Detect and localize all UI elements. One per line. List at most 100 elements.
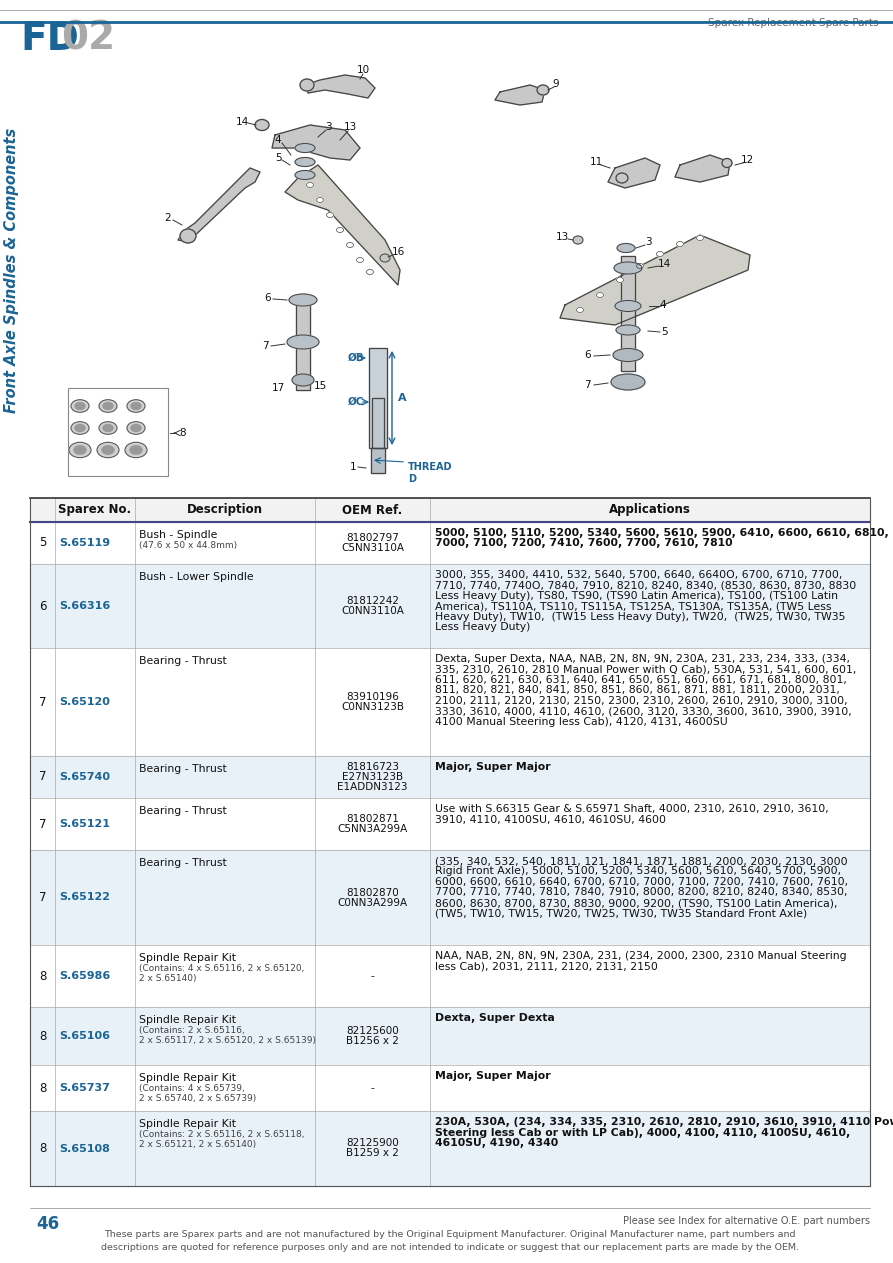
Text: 83910196: 83910196 bbox=[346, 692, 399, 702]
Text: 81812242: 81812242 bbox=[346, 596, 399, 606]
Ellipse shape bbox=[300, 80, 314, 91]
Ellipse shape bbox=[287, 335, 319, 349]
Ellipse shape bbox=[103, 424, 113, 432]
Text: 11: 11 bbox=[589, 157, 603, 167]
Text: C5NN3110A: C5NN3110A bbox=[341, 543, 404, 553]
Text: 81802870: 81802870 bbox=[346, 888, 399, 898]
Ellipse shape bbox=[616, 325, 640, 335]
Text: 7: 7 bbox=[262, 341, 268, 351]
Bar bbox=[30, 498, 870, 522]
Text: Spindle Repair Kit: Spindle Repair Kit bbox=[139, 954, 236, 962]
Ellipse shape bbox=[99, 399, 117, 412]
Bar bbox=[369, 349, 387, 448]
Text: 7: 7 bbox=[38, 696, 46, 709]
Text: 46: 46 bbox=[36, 1215, 59, 1233]
Ellipse shape bbox=[573, 236, 583, 244]
Polygon shape bbox=[560, 235, 750, 325]
Bar bbox=[30, 945, 870, 1007]
Ellipse shape bbox=[75, 424, 85, 432]
Bar bbox=[30, 565, 870, 648]
Text: C5NN3A299A: C5NN3A299A bbox=[338, 823, 407, 834]
Ellipse shape bbox=[75, 403, 85, 409]
Ellipse shape bbox=[306, 182, 313, 187]
Ellipse shape bbox=[327, 212, 333, 217]
Ellipse shape bbox=[71, 422, 89, 434]
Text: Dexta, Super Dexta, NAA, NAB, 2N, 8N, 9N, 230A, 231, 233, 234, 333, (334,: Dexta, Super Dexta, NAA, NAB, 2N, 8N, 9N… bbox=[435, 654, 850, 664]
Text: 3: 3 bbox=[325, 123, 331, 133]
Text: 8: 8 bbox=[38, 1142, 46, 1154]
Text: 4100 Manual Steering less Cab), 4120, 4131, 4600SU: 4100 Manual Steering less Cab), 4120, 41… bbox=[435, 717, 728, 727]
Polygon shape bbox=[285, 165, 400, 285]
Ellipse shape bbox=[617, 244, 635, 253]
Ellipse shape bbox=[537, 85, 549, 95]
Text: 7000, 7100, 7200, 7410, 7600, 7700, 7610, 7810: 7000, 7100, 7200, 7410, 7600, 7700, 7610… bbox=[435, 538, 732, 548]
Text: 5000, 5100, 5110, 5200, 5340, 5600, 5610, 5900, 6410, 6600, 6610, 6810,: 5000, 5100, 5110, 5200, 5340, 5600, 5610… bbox=[435, 528, 889, 538]
Text: E1ADDN3123: E1ADDN3123 bbox=[338, 782, 408, 792]
Ellipse shape bbox=[295, 158, 315, 167]
Text: less Cab), 2031, 2111, 2120, 2131, 2150: less Cab), 2031, 2111, 2120, 2131, 2150 bbox=[435, 961, 658, 971]
Ellipse shape bbox=[613, 349, 643, 361]
Text: Rigid Front Axle), 5000, 5100, 5200, 5340, 5600, 5610, 5640, 5700, 5900,: Rigid Front Axle), 5000, 5100, 5200, 534… bbox=[435, 866, 841, 877]
Text: S.65106: S.65106 bbox=[59, 1031, 110, 1041]
Text: 1: 1 bbox=[350, 462, 356, 472]
Text: 81802871: 81802871 bbox=[346, 813, 399, 823]
Text: 12: 12 bbox=[740, 155, 754, 165]
Ellipse shape bbox=[616, 173, 628, 183]
Text: These parts are Sparex parts and are not manufactured by the Original Equipment : These parts are Sparex parts and are not… bbox=[101, 1230, 799, 1252]
Text: 6: 6 bbox=[264, 293, 271, 303]
Bar bbox=[369, 349, 387, 448]
Text: 2 x S.65740, 2 x S.65739): 2 x S.65740, 2 x S.65739) bbox=[139, 1094, 256, 1103]
Text: 7710, 7740, 7740O, 7840, 7910, 8210, 8240, 8340, (8530, 8630, 8730, 8830: 7710, 7740, 7740O, 7840, 7910, 8210, 824… bbox=[435, 581, 856, 591]
Ellipse shape bbox=[74, 446, 86, 455]
Text: Sparex Replacement Spare Parts: Sparex Replacement Spare Parts bbox=[707, 18, 878, 28]
Text: NAA, NAB, 2N, 8N, 9N, 230A, 231, (234, 2000, 2300, 2310 Manual Steering: NAA, NAB, 2N, 8N, 9N, 230A, 231, (234, 2… bbox=[435, 951, 847, 961]
Bar bbox=[30, 522, 870, 565]
Text: Less Heavy Duty), TS80, TS90, (TS90 Latin America), TS100, (TS100 Latin: Less Heavy Duty), TS80, TS90, (TS90 Lati… bbox=[435, 591, 838, 601]
Text: Spindle Repair Kit: Spindle Repair Kit bbox=[139, 1119, 236, 1129]
Text: S.65121: S.65121 bbox=[59, 818, 110, 829]
Bar bbox=[30, 798, 870, 850]
Text: 5: 5 bbox=[661, 327, 667, 337]
Polygon shape bbox=[675, 155, 730, 182]
Bar bbox=[371, 448, 385, 474]
Polygon shape bbox=[305, 75, 375, 99]
Ellipse shape bbox=[614, 261, 642, 274]
Ellipse shape bbox=[97, 442, 119, 457]
Text: B1259 x 2: B1259 x 2 bbox=[346, 1148, 399, 1158]
Ellipse shape bbox=[69, 442, 91, 457]
Ellipse shape bbox=[255, 120, 269, 130]
Ellipse shape bbox=[637, 264, 644, 269]
Text: C0NN3A299A: C0NN3A299A bbox=[338, 898, 407, 908]
Text: S.66316: S.66316 bbox=[59, 601, 110, 611]
Text: Bearing - Thrust: Bearing - Thrust bbox=[139, 764, 227, 774]
Text: S.65737: S.65737 bbox=[59, 1082, 110, 1092]
Bar bbox=[30, 1007, 870, 1065]
Text: Major, Super Major: Major, Super Major bbox=[435, 1071, 551, 1081]
Text: E27N3123B: E27N3123B bbox=[342, 772, 403, 782]
Text: 16: 16 bbox=[391, 248, 405, 256]
Text: Bearing - Thrust: Bearing - Thrust bbox=[139, 655, 227, 666]
Text: 3910, 4110, 4100SU, 4610, 4610SU, 4600: 3910, 4110, 4100SU, 4610, 4610SU, 4600 bbox=[435, 815, 666, 825]
Text: Bearing - Thrust: Bearing - Thrust bbox=[139, 806, 227, 816]
Text: S.65986: S.65986 bbox=[59, 971, 110, 981]
Text: 6: 6 bbox=[38, 600, 46, 613]
Ellipse shape bbox=[295, 171, 315, 179]
Text: 14: 14 bbox=[657, 259, 671, 269]
Text: 13: 13 bbox=[344, 123, 356, 133]
Text: 10: 10 bbox=[356, 64, 370, 75]
Text: 3000, 355, 3400, 4410, 532, 5640, 5700, 6640, 6640O, 6700, 6710, 7700,: 3000, 355, 3400, 4410, 532, 5640, 5700, … bbox=[435, 570, 842, 580]
Ellipse shape bbox=[346, 242, 354, 248]
Text: ØC: ØC bbox=[348, 397, 364, 407]
Bar bbox=[296, 301, 310, 390]
Ellipse shape bbox=[615, 301, 641, 312]
Text: 2: 2 bbox=[164, 213, 171, 224]
Bar bbox=[30, 648, 870, 757]
Ellipse shape bbox=[597, 293, 604, 298]
Text: 2 x S.65140): 2 x S.65140) bbox=[139, 974, 196, 983]
Ellipse shape bbox=[366, 269, 373, 274]
Text: (TW5, TW10, TW15, TW20, TW25, TW30, TW35 Standard Front Axle): (TW5, TW10, TW15, TW20, TW25, TW30, TW35… bbox=[435, 908, 807, 918]
Text: 82125600: 82125600 bbox=[346, 1026, 399, 1036]
Text: (335, 340, 532, 540, 1811, 121, 1841, 1871, 1881, 2000, 2030, 2130, 3000: (335, 340, 532, 540, 1811, 121, 1841, 18… bbox=[435, 856, 847, 866]
Text: ØB: ØB bbox=[348, 352, 364, 362]
Text: 4: 4 bbox=[660, 301, 666, 309]
